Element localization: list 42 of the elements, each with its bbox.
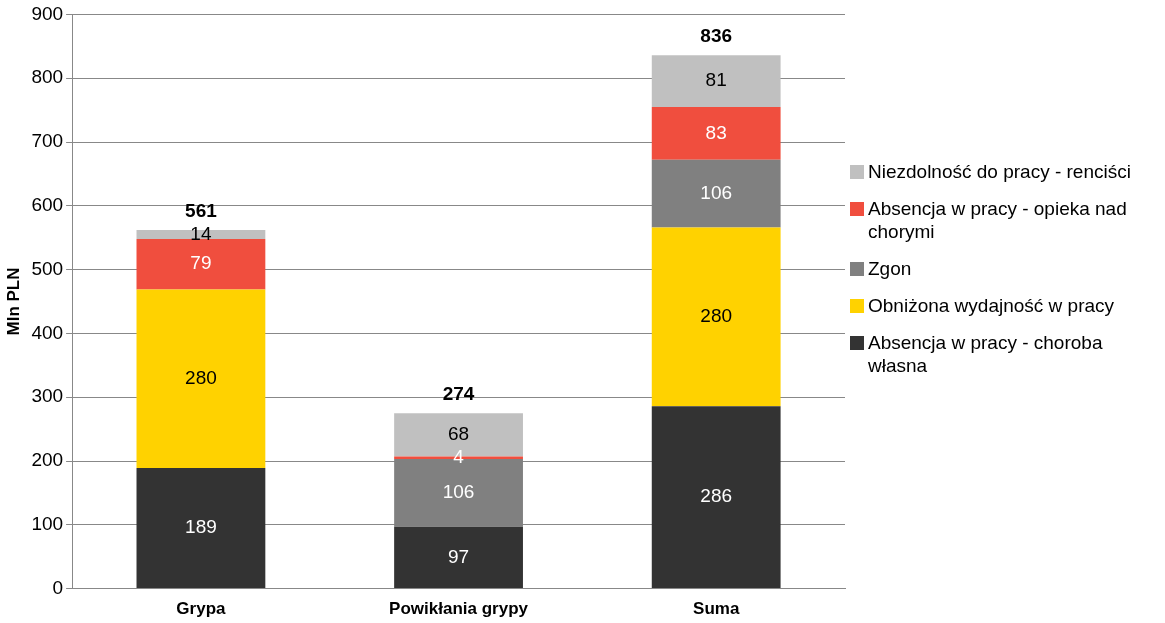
bar (136, 238, 266, 290)
legend-label: Zgon (868, 257, 912, 280)
data-label: 14 (190, 222, 212, 244)
y-tick-label: 500 (31, 257, 64, 279)
total-label: 561 (185, 200, 218, 222)
data-label: 79 (190, 252, 212, 274)
bar (394, 526, 523, 589)
y-tick-label: 800 (31, 66, 64, 88)
data-label: 106 (700, 181, 733, 203)
x-tick-label: Suma (693, 599, 740, 619)
bar (651, 55, 781, 107)
data-label: 68 (447, 423, 470, 445)
data-label: 106 (442, 481, 475, 503)
y-tick-label: 200 (31, 449, 64, 471)
data-label: 280 (185, 366, 217, 388)
legend-label: Absencja w pracy - opieka nad chorymi (868, 197, 1128, 243)
y-tick-label: 300 (31, 385, 64, 407)
total-label: 274 (442, 383, 475, 405)
y-tick-label: 700 (31, 130, 64, 152)
y-tick-label: 0 (52, 576, 64, 598)
data-label: 83 (705, 121, 727, 143)
bar (651, 227, 781, 407)
x-tick-label: Grypa (176, 599, 227, 619)
data-label: 189 (185, 516, 217, 538)
legend-label: Obniżona wydajność w pracy (868, 294, 1115, 317)
bar (136, 468, 266, 589)
data-label: 280 (700, 305, 733, 327)
y-axis-title: Mln PLN (3, 267, 23, 336)
bar (651, 406, 781, 589)
x-tick-label: Powikłania grypy (389, 599, 529, 619)
data-label: 286 (700, 485, 733, 507)
data-label: 81 (705, 69, 727, 91)
y-tick-label: 400 (31, 321, 64, 343)
data-label: 97 (447, 545, 470, 567)
y-tick-label: 100 (31, 513, 64, 535)
total-label: 836 (700, 25, 733, 47)
bar (136, 289, 266, 469)
y-tick-label: 900 (31, 2, 64, 24)
legend-label: Absencja w pracy - choroba własna (868, 331, 1104, 377)
legend-label: Niezdolność do pracy - renciści (868, 160, 1131, 183)
bar (651, 106, 781, 160)
y-tick-label: 600 (31, 194, 64, 216)
